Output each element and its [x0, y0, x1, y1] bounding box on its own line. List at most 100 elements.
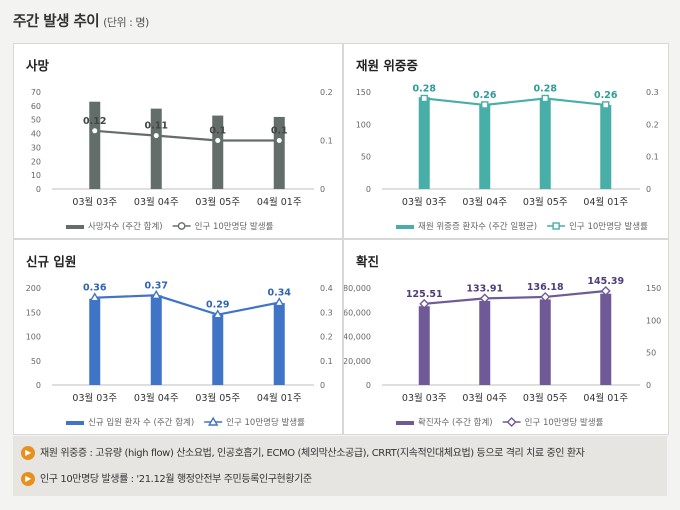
data-label: 0.11: [145, 121, 168, 132]
rate-line: [424, 97, 606, 107]
y-right-tick-label: 0.3: [646, 88, 659, 97]
data-label: 0.12: [83, 116, 106, 127]
y-left-tick-label: 40,000: [344, 333, 371, 342]
data-label: 145.39: [587, 276, 624, 287]
notes-box: ▶ 재원 위중증 : 고유량 (high flow) 산소요법, 인공호흡기, E…: [13, 436, 667, 496]
bar: [479, 104, 491, 189]
legend-line-label: 인구 10만명당 발생률: [569, 221, 648, 232]
y-left-tick-label: 0: [366, 185, 371, 194]
category-label: 04월 01주: [257, 196, 302, 208]
bar: [150, 108, 162, 189]
speaker-icon: ▶: [21, 446, 35, 460]
data-label: 0.37: [145, 280, 168, 291]
line-point: [213, 136, 222, 145]
category-label: 03월 03주: [402, 196, 447, 208]
chart-panel-admissions: 신규 입원 0 50 100 150 200 0 0.1 0.2 0.3 0.4 03월 03주 03월…: [13, 239, 343, 435]
bar: [539, 97, 551, 189]
chart-title: 재원 위중증: [356, 58, 418, 73]
chart-title: 신규 입원: [26, 254, 76, 269]
note-text: 재원 위중증 : 고유량 (high flow) 산소요법, 인공호흡기, EC…: [40, 448, 585, 459]
y-left-tick-label: 10: [31, 171, 41, 180]
y-right-tick-label: 0.2: [646, 120, 659, 129]
y-left-tick-label: 50: [31, 357, 41, 366]
y-left-tick-label: 150: [26, 308, 41, 317]
page-title: 주간 발생 추이 (단위 : 명): [13, 10, 149, 31]
legend-line-marker: [552, 222, 560, 230]
line-point: [541, 94, 549, 103]
bar: [600, 104, 612, 189]
y-right-tick-label: 0.1: [320, 137, 333, 146]
y-left-tick-label: 60: [31, 102, 41, 111]
legend-bar-swatch: [396, 421, 414, 425]
bar: [212, 115, 224, 189]
chart-svg: 사망 0 10 20 30 40 50 60 70 0 0.1 0.2 03월 03주 03월 04주 03…: [26, 58, 333, 232]
chart-title: 사망: [26, 58, 50, 73]
category-label: 04월 01주: [583, 392, 628, 404]
bar: [273, 116, 285, 189]
y-right-tick-label: 0.1: [320, 357, 333, 366]
rate-line: [94, 294, 280, 316]
y-left-tick-label: 50: [31, 116, 41, 125]
y-right-tick-label: 0.1: [646, 153, 659, 162]
legend-bar-swatch: [66, 421, 84, 425]
bar: [212, 314, 224, 385]
line-point: [274, 297, 285, 307]
bar: [418, 306, 430, 385]
y-right-tick-label: 0: [646, 381, 651, 390]
line-point: [540, 291, 551, 302]
data-label: 125.51: [406, 289, 443, 300]
category-label: 03월 04주: [134, 392, 179, 404]
data-label: 136.18: [527, 282, 564, 293]
y-right-tick-label: 0: [320, 381, 325, 390]
y-right-tick-label: 0.2: [320, 333, 333, 342]
y-left-tick-label: 50: [361, 153, 371, 162]
category-label: 03월 03주: [402, 392, 447, 404]
bar: [600, 293, 612, 385]
y-left-tick-label: 60,000: [344, 308, 371, 317]
category-label: 03월 05주: [195, 196, 240, 208]
category-label: 03월 04주: [462, 392, 507, 404]
data-label: 0.28: [534, 83, 558, 94]
y-left-tick-label: 200: [26, 284, 41, 293]
y-left-tick-label: 100: [26, 333, 41, 342]
y-right-tick-label: 150: [646, 284, 661, 293]
y-left-tick-label: 0: [36, 185, 41, 194]
data-label: 0.29: [206, 300, 229, 311]
speaker-icon: ▶: [21, 472, 35, 486]
y-left-tick-label: 0: [366, 381, 371, 390]
category-label: 03월 03주: [72, 196, 117, 208]
legend-bar-swatch: [66, 225, 84, 229]
y-left-tick-label: 80,000: [344, 284, 371, 293]
chart-svg: 재원 위중증 0 50 100 150 0 0.1 0.2 0.3 03월 03주 03월 04주 0…: [356, 58, 659, 232]
line-point: [212, 309, 223, 319]
bar: [418, 97, 430, 189]
legend-line-label: 인구 10만명당 발생률: [226, 417, 305, 428]
line-point: [419, 298, 430, 309]
legend-line-marker: [207, 416, 219, 426]
line-point: [479, 293, 490, 304]
legend-line-label: 인구 10만명당 발생률: [195, 221, 274, 232]
line-point: [151, 289, 162, 299]
line-point: [602, 101, 610, 109]
y-left-tick-label: 20,000: [344, 357, 371, 366]
line-point: [90, 126, 99, 135]
line-point: [89, 292, 100, 302]
page-title-text: 주간 발생 추이: [13, 14, 100, 30]
y-right-tick-label: 0.2: [320, 88, 333, 97]
bar: [150, 295, 162, 385]
category-label: 04월 01주: [257, 392, 302, 404]
y-left-tick-label: 150: [356, 88, 371, 97]
category-label: 03월 03주: [72, 392, 117, 404]
y-left-tick-label: 20: [31, 157, 41, 166]
note-incidence-basis: ▶ 인구 10만명당 발생률 : '21.12월 행정안전부 주민등록인구현황기준: [21, 470, 312, 486]
y-right-tick-label: 0: [646, 185, 651, 194]
bar: [479, 300, 491, 385]
chart-svg: 확진 0 20,000 40,000 60,000 80,000 0 50 100 150 03월 …: [344, 254, 661, 428]
category-label: 03월 04주: [134, 196, 179, 208]
category-label: 03월 05주: [523, 196, 568, 208]
y-right-tick-label: 0.3: [320, 308, 333, 317]
y-right-tick-label: 50: [646, 349, 656, 358]
chart-panel-confirmed: 확진 0 20,000 40,000 60,000 80,000 0 50 100 150 03월 …: [343, 239, 669, 435]
category-label: 04월 01주: [583, 196, 628, 208]
data-label: 0.26: [473, 90, 497, 101]
